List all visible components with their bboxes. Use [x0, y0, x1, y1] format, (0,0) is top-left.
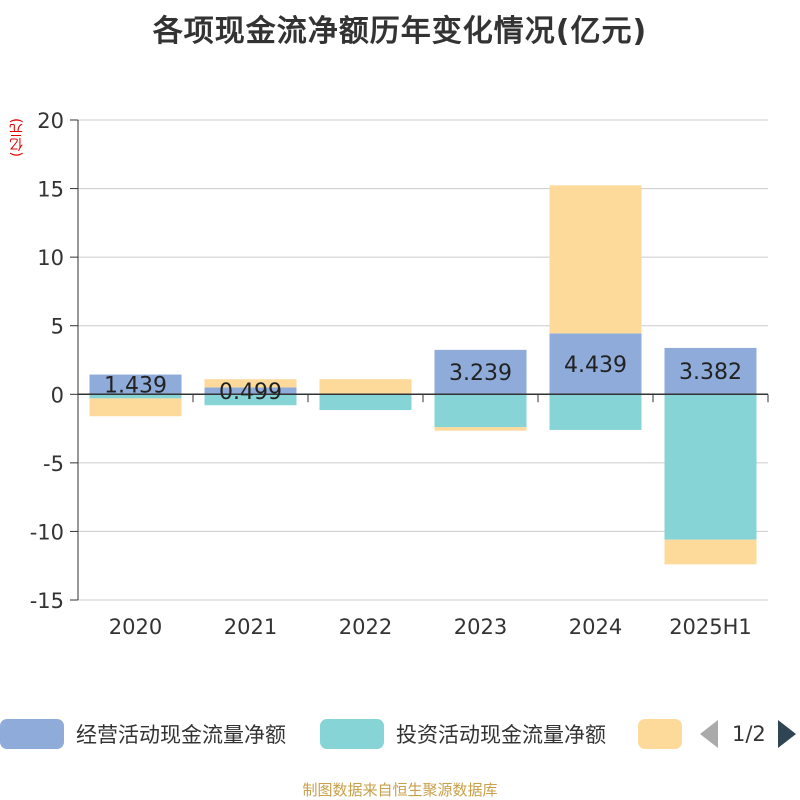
legend-label-operating: 经营活动现金流量净额: [76, 723, 286, 747]
legend-page-indicator: 1/2: [732, 722, 766, 746]
bar-investing-2022: [319, 394, 412, 411]
legend-swatch-operating: [0, 719, 64, 749]
data-label: 3.239: [449, 361, 512, 386]
data-label: 4.439: [564, 353, 627, 378]
bar-investing-2024: [549, 394, 642, 430]
x-tick-label: 2020: [109, 615, 162, 639]
x-tick-label: 2022: [339, 615, 392, 639]
x-tick-label: 2024: [569, 615, 622, 639]
bar-financing-2021: [204, 379, 297, 388]
bar-financing-2020: [89, 398, 182, 417]
x-tick-label: 2025H1: [669, 615, 752, 639]
legend-pager: 1/2: [700, 716, 796, 752]
legend-item-operating[interactable]: 经营活动现金流量净额: [0, 716, 286, 752]
bar-investing-2020: [89, 394, 182, 399]
source-note: 制图数据来自恒生聚源数据库: [302, 781, 498, 799]
y-tick-label: -5: [43, 452, 64, 476]
y-tick-label: 20: [37, 109, 64, 133]
legend-label-investing: 投资活动现金流量净额: [396, 723, 606, 747]
chart-title: 各项现金流净额历年变化情况(亿元): [152, 14, 648, 49]
bar-financing-2022: [319, 379, 412, 395]
bar-operating-2025H1: [664, 347, 757, 395]
bar-investing-2021: [204, 394, 297, 406]
legend-next-page-icon[interactable]: [777, 720, 796, 748]
bar-financing-2025H1: [664, 539, 757, 565]
y-tick-label: 0: [51, 383, 64, 407]
legend-swatch-financing: [638, 719, 682, 749]
bar-investing-2025H1: [664, 394, 757, 540]
data-label: 1.439: [104, 373, 167, 398]
bar-operating-2024: [549, 333, 642, 395]
y-tick-label: -15: [30, 589, 64, 613]
bar-investing-2023: [434, 394, 527, 428]
y-tick-label: 5: [51, 315, 64, 339]
legend-item-financing[interactable]: [638, 716, 682, 752]
bar-financing-2024: [549, 185, 642, 334]
x-tick-label: 2021: [224, 615, 277, 639]
legend-prev-page-icon[interactable]: [700, 720, 718, 748]
legend-swatch-investing: [320, 719, 384, 749]
legend-item-investing[interactable]: 投资活动现金流量净额: [320, 716, 606, 752]
bar-financing-2023: [434, 427, 527, 431]
data-label: 3.382: [679, 360, 742, 385]
bar-operating-2023: [434, 349, 527, 395]
legend: 经营活动现金流量净额 投资活动现金流量净额 1/2: [0, 716, 800, 756]
y-tick-label: 15: [37, 178, 64, 202]
bar-operating-2021: [204, 387, 297, 395]
x-tick-label: 2023: [454, 615, 507, 639]
bar-operating-2020: [89, 374, 182, 395]
data-label: 0.499: [219, 380, 282, 405]
y-tick-label: 10: [37, 246, 64, 270]
y-tick-label: -10: [30, 520, 64, 544]
